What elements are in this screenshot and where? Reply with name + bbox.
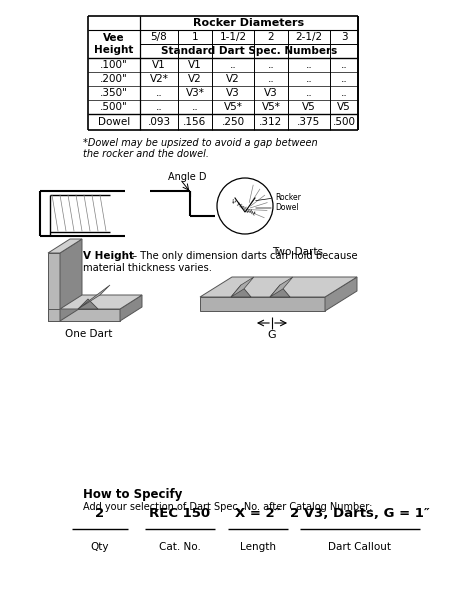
Text: V2*: V2* — [150, 74, 169, 84]
Polygon shape — [48, 239, 82, 253]
Text: .250: .250 — [221, 117, 245, 127]
Text: Length: Length — [240, 542, 276, 552]
Polygon shape — [231, 285, 251, 297]
Text: ..: .. — [305, 88, 312, 98]
Polygon shape — [325, 277, 357, 311]
Text: .200": .200" — [100, 74, 128, 84]
Text: 1-1/2: 1-1/2 — [219, 32, 246, 42]
Text: Two Darts: Two Darts — [273, 247, 323, 257]
Text: ..: .. — [341, 60, 347, 70]
Text: V2: V2 — [188, 74, 202, 84]
Text: ..: .. — [305, 74, 312, 84]
Text: Rocker Diameters: Rocker Diameters — [193, 18, 305, 28]
Text: How to Specify: How to Specify — [83, 488, 182, 501]
Text: material thickness varies.: material thickness varies. — [83, 263, 212, 273]
Text: 2: 2 — [95, 507, 104, 520]
Text: V1: V1 — [152, 60, 166, 70]
Text: V5*: V5* — [262, 102, 280, 112]
Text: ..: .. — [156, 88, 163, 98]
Text: V3: V3 — [226, 88, 240, 98]
Polygon shape — [60, 239, 82, 321]
Text: .100": .100" — [100, 60, 128, 70]
Text: X = 2″: X = 2″ — [235, 507, 281, 520]
Text: 2 V3, Darts, G = 1″: 2 V3, Darts, G = 1″ — [290, 507, 430, 520]
Text: Standard Dart Spec. Numbers: Standard Dart Spec. Numbers — [161, 46, 337, 56]
Text: ..: .. — [191, 102, 198, 112]
Text: ..: .. — [267, 74, 274, 84]
Text: 2: 2 — [267, 32, 274, 42]
Polygon shape — [270, 285, 290, 297]
Text: ..: .. — [341, 88, 347, 98]
Text: Rocker: Rocker — [275, 193, 301, 202]
Text: ..: .. — [267, 60, 274, 70]
Text: V Height: V Height — [83, 251, 134, 261]
Text: Dart Callout: Dart Callout — [328, 542, 392, 552]
Text: One Dart: One Dart — [65, 329, 113, 339]
Polygon shape — [231, 277, 254, 297]
Text: G: G — [267, 330, 276, 340]
Text: .375: .375 — [297, 117, 321, 127]
Text: V5: V5 — [302, 102, 316, 112]
Polygon shape — [48, 309, 120, 321]
Text: V2: V2 — [226, 74, 240, 84]
Text: V3: V3 — [264, 88, 278, 98]
Text: Qty: Qty — [91, 542, 109, 552]
Text: V1: V1 — [188, 60, 202, 70]
Text: ..: .. — [341, 74, 347, 84]
Polygon shape — [120, 295, 142, 321]
Text: V5: V5 — [337, 102, 351, 112]
Text: *Dowel may be upsized to avoid a gap between: *Dowel may be upsized to avoid a gap bet… — [83, 138, 318, 148]
Polygon shape — [60, 295, 142, 309]
Text: – The only dimension darts can hold because: – The only dimension darts can hold beca… — [129, 251, 358, 261]
Text: the rocker and the dowel.: the rocker and the dowel. — [83, 149, 209, 159]
Text: .500": .500" — [100, 102, 128, 112]
Text: Cat. No.: Cat. No. — [159, 542, 201, 552]
Text: REC 150: REC 150 — [149, 507, 211, 520]
Polygon shape — [78, 299, 98, 309]
Text: .500: .500 — [333, 117, 355, 127]
Text: Vee
Height: Vee Height — [94, 33, 134, 55]
Text: .312: .312 — [259, 117, 283, 127]
Text: Dowel: Dowel — [98, 117, 130, 127]
Text: ..: .. — [229, 60, 236, 70]
Text: Add your selection of Dart Spec. No. after Catalog Number:: Add your selection of Dart Spec. No. aft… — [83, 502, 372, 512]
Text: 3: 3 — [341, 32, 347, 42]
Text: 1: 1 — [192, 32, 198, 42]
Polygon shape — [78, 285, 110, 309]
Text: ..: .. — [305, 60, 312, 70]
Text: Angle D: Angle D — [168, 172, 207, 182]
Text: V Height: V Height — [230, 199, 256, 217]
Polygon shape — [270, 277, 293, 297]
Text: V3*: V3* — [185, 88, 204, 98]
Text: Dowel: Dowel — [275, 204, 299, 213]
Text: .093: .093 — [147, 117, 170, 127]
Text: .350": .350" — [100, 88, 128, 98]
Text: V5*: V5* — [224, 102, 242, 112]
Polygon shape — [200, 277, 357, 297]
Text: .156: .156 — [183, 117, 207, 127]
Text: ..: .. — [156, 102, 163, 112]
Polygon shape — [200, 297, 325, 311]
Text: 5/8: 5/8 — [151, 32, 167, 42]
Text: 2-1/2: 2-1/2 — [295, 32, 322, 42]
Polygon shape — [48, 253, 60, 321]
